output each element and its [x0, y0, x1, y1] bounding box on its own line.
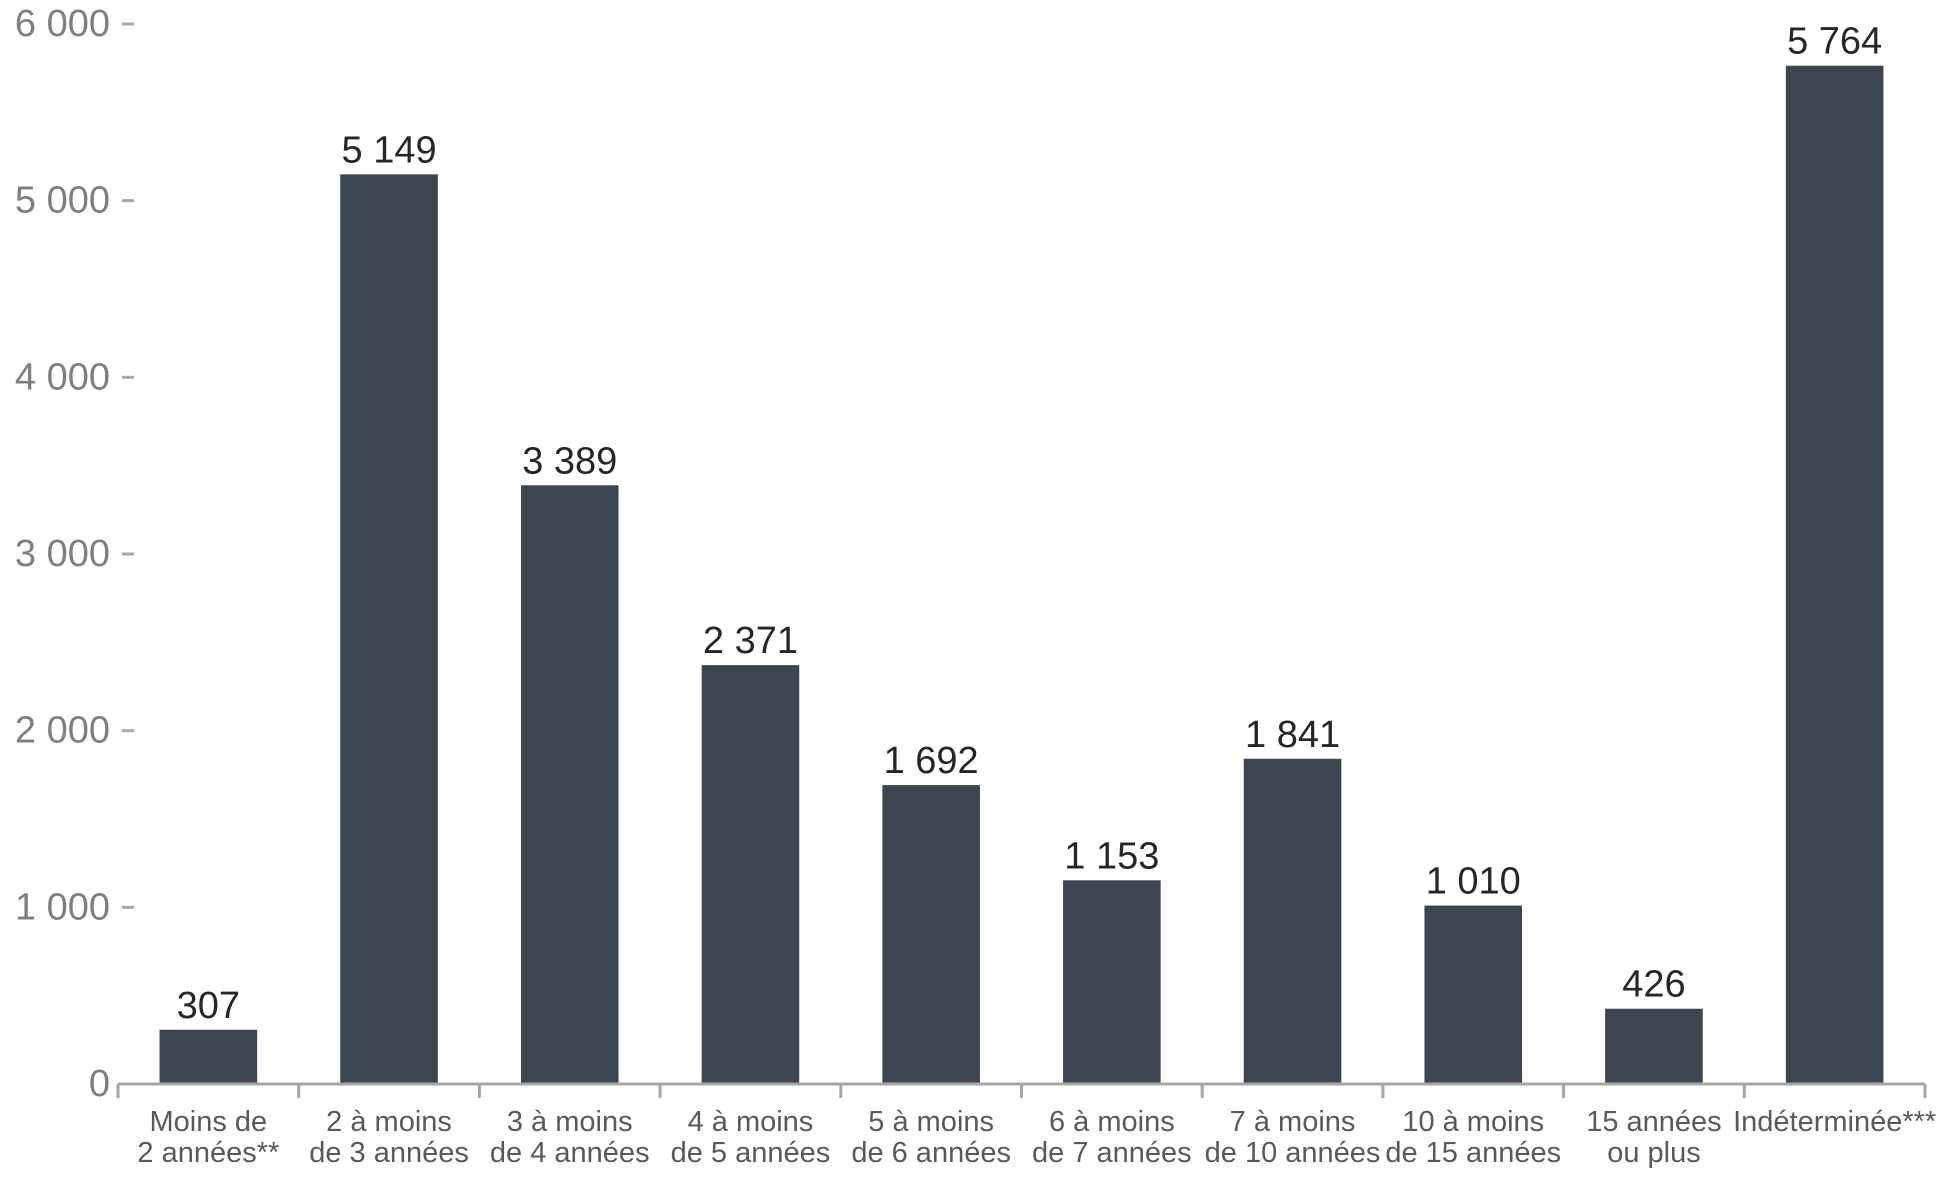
- data-label: 1 153: [1064, 835, 1159, 877]
- x-tick-label: 6 à moins de 7 années: [1032, 1106, 1192, 1169]
- x-tick-label-line: ou plus: [1607, 1137, 1701, 1169]
- x-tick-label-line: de 3 années: [309, 1137, 469, 1169]
- data-label: 5 149: [342, 129, 437, 171]
- data-label: 1 010: [1426, 861, 1521, 903]
- x-tick-label-line: Moins de: [150, 1106, 268, 1138]
- y-tick-label: 6 000: [15, 3, 110, 45]
- x-tick-label-line: 2 années**: [137, 1137, 279, 1169]
- y-tick-label: 1 000: [15, 886, 110, 928]
- x-tick-label: Indéterminée***: [1733, 1106, 1936, 1138]
- bar: [1605, 1008, 1703, 1084]
- data-label: 426: [1622, 964, 1685, 1006]
- x-tick-label-line: 5 à moins: [868, 1106, 994, 1138]
- x-tick-label-line: Indéterminée***: [1733, 1106, 1936, 1138]
- x-tick-label-line: 7 à moins: [1230, 1106, 1356, 1138]
- bar: [1424, 905, 1523, 1084]
- x-tick-label-line: de 7 années: [1032, 1137, 1192, 1169]
- y-tick-label: 5 000: [15, 180, 110, 222]
- x-tick-label-line: de 5 années: [671, 1137, 831, 1169]
- bars: [159, 65, 1884, 1085]
- bar: [340, 174, 438, 1085]
- y-tick-label: 3 000: [15, 533, 110, 575]
- data-label: 3 389: [522, 440, 617, 482]
- x-tick-label: 4 à moins de 5 années: [671, 1106, 831, 1169]
- x-tick-label-line: 10 à moins: [1402, 1106, 1544, 1138]
- bar: [701, 665, 800, 1084]
- y-tick-label: 0: [89, 1063, 110, 1105]
- bar: [882, 785, 980, 1084]
- x-tick-label-line: de 4 années: [490, 1137, 650, 1169]
- x-tick-label-line: de 15 années: [1385, 1137, 1561, 1169]
- x-axis: Moins de 2 années** 2 à moins de 3 années 3 …: [116, 1082, 1936, 1169]
- x-tick-label: 15 années ou plus: [1586, 1106, 1721, 1169]
- x-tick-label-line: de 10 années: [1205, 1137, 1381, 1169]
- x-tick-label: Moins de 2 années**: [137, 1106, 279, 1169]
- bar: [1785, 65, 1884, 1084]
- x-tick-label: 10 à moins de 15 années: [1385, 1106, 1561, 1169]
- x-tick-label-line: 3 à moins: [507, 1106, 633, 1138]
- x-tick-label-line: 2 à moins: [326, 1106, 452, 1138]
- data-label: 1 692: [884, 740, 979, 782]
- x-tick-label: 3 à moins de 4 années: [490, 1106, 650, 1169]
- y-tick-label: 2 000: [15, 710, 110, 752]
- data-label: 5 764: [1787, 21, 1882, 63]
- x-tick-label-line: de 6 années: [851, 1137, 1011, 1169]
- x-tick-label-line: 4 à moins: [688, 1106, 814, 1138]
- x-tick-label: 5 à moins de 6 années: [851, 1106, 1011, 1169]
- bar: [520, 485, 619, 1084]
- data-label: 1 841: [1245, 714, 1340, 756]
- x-tick-label: 7 à moins de 10 années: [1205, 1106, 1381, 1169]
- bar: [159, 1029, 258, 1084]
- bar: [1063, 880, 1161, 1084]
- y-axis: 0 1 000 2 000 3 000 4 000 5 000 6 000: [15, 3, 134, 1105]
- x-tick-label-line: 15 années: [1586, 1106, 1721, 1138]
- x-tick-label-line: 6 à moins: [1049, 1106, 1175, 1138]
- data-label: 307: [177, 985, 240, 1027]
- y-tick-label: 4 000: [15, 356, 110, 398]
- x-tick-label: 2 à moins de 3 années: [309, 1106, 469, 1169]
- bar: [1243, 758, 1342, 1084]
- data-labels: 307 5 149 3 389 2 371 1 692 1 153 1 841 1 010 42…: [177, 21, 1883, 1027]
- data-label: 2 371: [703, 620, 798, 662]
